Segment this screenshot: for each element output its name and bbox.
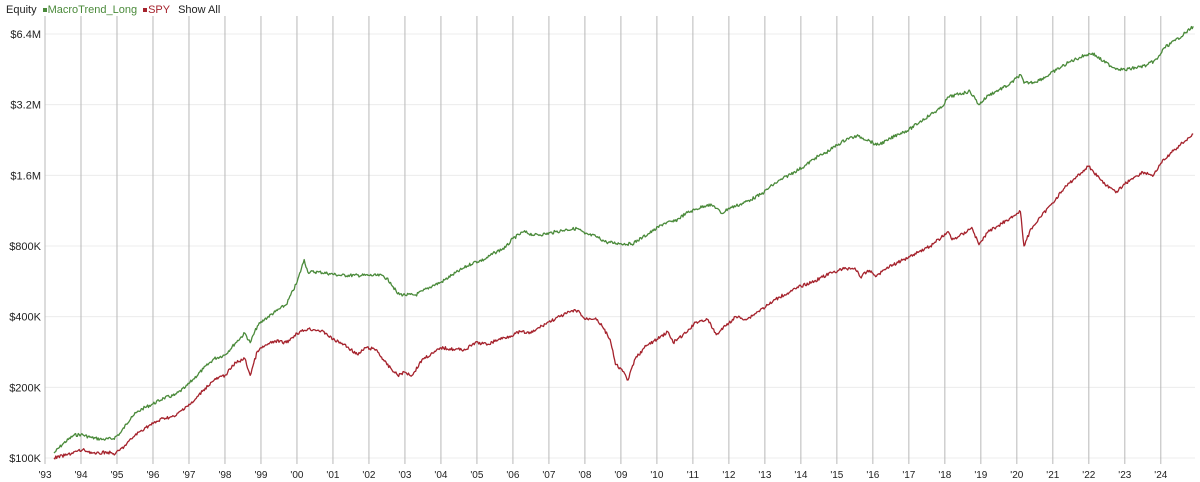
x-tick-label: '94 — [74, 470, 87, 481]
y-tick-label: $3.2M — [10, 100, 41, 112]
x-tick-label: '13 — [758, 470, 771, 481]
legend-label-spy: SPY — [148, 4, 171, 16]
x-tick-label: '96 — [146, 470, 159, 481]
x-tick-label: '16 — [866, 470, 879, 481]
y-tick-label: $100K — [9, 453, 41, 465]
y-tick-label: $400K — [9, 312, 41, 324]
macrotrend-swatch-icon — [42, 8, 47, 12]
legend-label-macrotrend: MacroTrend_Long — [47, 4, 138, 16]
x-tick-label: '00 — [290, 470, 303, 481]
x-tick-label: '14 — [794, 470, 807, 481]
vertical-gridlines — [44, 16, 1162, 464]
legend-title: Equity — [6, 4, 37, 16]
x-tick-label: '93 — [38, 470, 51, 481]
x-tick-label: '21 — [1046, 470, 1059, 481]
series-line-macrotrend[interactable] — [53, 25, 1194, 454]
x-tick-label: '09 — [614, 470, 627, 481]
y-tick-label: $1.6M — [10, 170, 41, 182]
x-axis-tick-labels: '93 '94 '95 '96 '97 '98 '99 '00 '01 '02 '03 '04 '05 '… — [38, 470, 1167, 481]
x-tick-label: '12 — [722, 470, 735, 481]
y-tick-label: $800K — [9, 241, 41, 253]
x-tick-label: '97 — [182, 470, 195, 481]
horizontal-gridlines — [45, 33, 1195, 459]
y-tick-label: $6.4M — [10, 29, 41, 41]
x-tick-label: '23 — [1118, 470, 1131, 481]
x-tick-label: '07 — [542, 470, 555, 481]
x-tick-label: '98 — [218, 470, 231, 481]
x-tick-label: '02 — [362, 470, 375, 481]
x-tick-label: '20 — [1010, 470, 1023, 481]
spy-swatch-icon — [143, 8, 148, 12]
show-all-button[interactable]: Show All — [178, 4, 221, 16]
x-tick-label: '22 — [1082, 470, 1095, 481]
x-tick-label: '18 — [938, 470, 951, 481]
x-tick-label: '11 — [687, 470, 700, 481]
y-tick-label: $200K — [9, 382, 41, 394]
x-tick-label: '05 — [470, 470, 483, 481]
x-tick-label: '17 — [902, 470, 915, 481]
x-tick-label: '08 — [578, 470, 591, 481]
x-tick-label: '15 — [830, 470, 843, 481]
x-tick-label: '06 — [506, 470, 519, 481]
x-tick-label: '99 — [254, 470, 267, 481]
x-tick-label: '01 — [326, 470, 339, 481]
series-line-spy[interactable] — [53, 133, 1194, 460]
series-layer[interactable] — [53, 25, 1194, 460]
legend-item-macrotrend[interactable]: MacroTrend_Long — [42, 4, 138, 16]
legend-item-spy[interactable]: SPY — [143, 4, 170, 16]
y-axis-tick-labels: $100K $200K $400K $800K $1.6M $3.2M $6.4M — [9, 29, 41, 465]
x-tick-label: '03 — [398, 470, 411, 481]
x-tick-label: '10 — [650, 470, 663, 481]
legend-bar: Equity MacroTrend_Long SPY Show All — [6, 3, 220, 17]
x-tick-label: '95 — [110, 470, 123, 481]
x-tick-label: '04 — [434, 470, 447, 481]
x-tick-label: '19 — [974, 470, 987, 481]
x-tick-label: '24 — [1154, 470, 1167, 481]
